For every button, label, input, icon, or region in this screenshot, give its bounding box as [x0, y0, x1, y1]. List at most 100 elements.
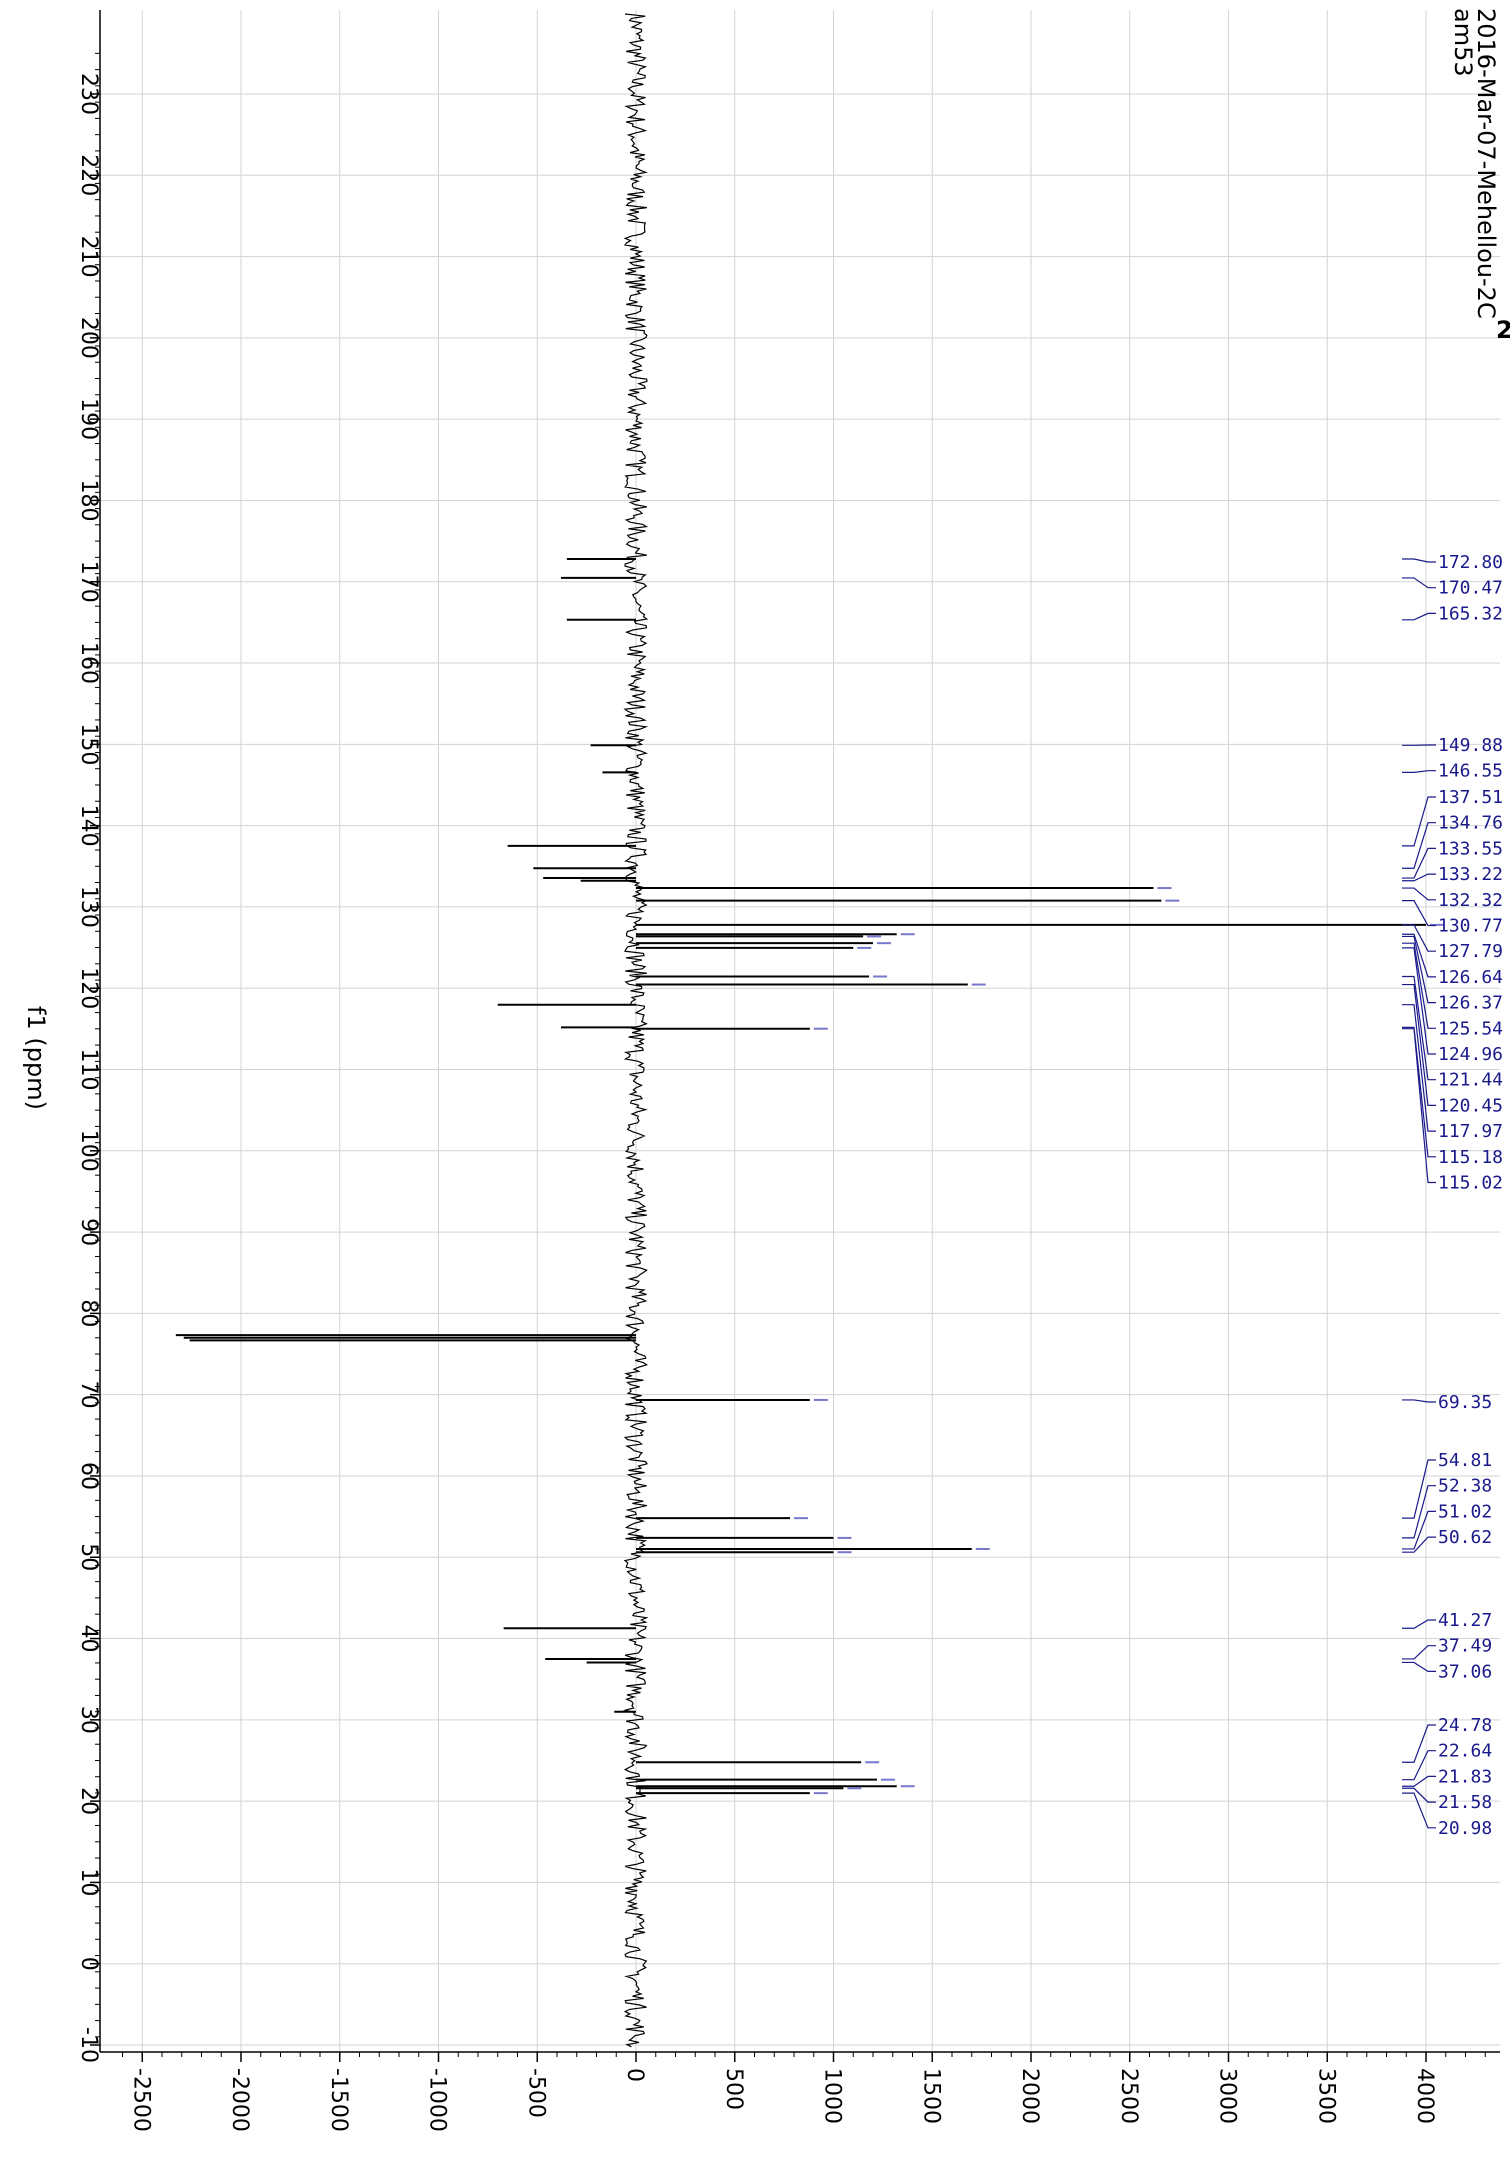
ppm-tick-label: 230 — [76, 73, 101, 115]
peak-label-leader — [1402, 873, 1436, 882]
peak-label-leader — [1402, 1004, 1436, 1132]
ppm-tick-label: 70 — [76, 1381, 101, 1409]
peak-label: 24.78 — [1438, 1715, 1492, 1736]
peak-label: 21.58 — [1438, 1792, 1492, 1813]
ppm-tick-label: 80 — [76, 1299, 101, 1327]
ppm-tick-label: 140 — [76, 805, 101, 847]
peak-label: 121.44 — [1438, 1070, 1503, 1091]
intensity-tick-label: 2000 — [1017, 2068, 1042, 2124]
peak-label-leader — [1402, 1399, 1436, 1403]
intensity-tick-label: 500 — [721, 2068, 746, 2110]
peak-label-leader — [1402, 924, 1436, 952]
intensity-tick-label: 2500 — [1116, 2068, 1141, 2124]
peak-label: 54.81 — [1438, 1450, 1492, 1471]
peak-label-leader — [1402, 612, 1436, 621]
peak-label-leader — [1402, 847, 1436, 879]
peak-label: 115.18 — [1438, 1147, 1503, 1168]
peak-label: 127.79 — [1438, 941, 1503, 962]
baseline-noise — [622, 13, 649, 2048]
x-axis-title: f1 (ppm) — [22, 1006, 50, 1110]
intensity-tick-label: 1500 — [918, 2068, 943, 2124]
peak-label-leader — [1402, 933, 1436, 978]
ppm-tick-label: 60 — [76, 1462, 101, 1490]
peak-label-leader — [1402, 975, 1436, 1081]
peak-label: 134.76 — [1438, 813, 1503, 834]
peak-label-leader — [1402, 1459, 1436, 1519]
peak-label-leader — [1402, 770, 1436, 773]
header-line-2: am53 — [1449, 8, 1477, 77]
intensity-tick-label: -500 — [523, 2068, 548, 2118]
edge-mark: 2 — [1496, 316, 1510, 344]
peak-label-leader — [1402, 1661, 1436, 1672]
peak-label: 21.83 — [1438, 1766, 1492, 1787]
ppm-tick-label: 90 — [76, 1218, 101, 1246]
peak-label: 172.80 — [1438, 552, 1503, 573]
peak-label: 69.35 — [1438, 1392, 1492, 1413]
peak-label: 22.64 — [1438, 1741, 1492, 1762]
peak-label: 20.98 — [1438, 1818, 1492, 1839]
ppm-tick-label: 180 — [76, 479, 101, 521]
intensity-tick-label: 1000 — [820, 2068, 845, 2124]
peak-label: 137.51 — [1438, 787, 1503, 808]
intensity-tick-label: 3000 — [1215, 2068, 1240, 2124]
peak-label: 133.22 — [1438, 864, 1503, 885]
ppm-tick-label: 170 — [76, 561, 101, 603]
ppm-tick-label: 10 — [76, 1868, 101, 1896]
intensity-tick-label: -1000 — [425, 2068, 450, 2132]
peak-label-leader — [1402, 1645, 1436, 1660]
ppm-tick-label: 210 — [76, 236, 101, 278]
peak-label: 41.27 — [1438, 1610, 1492, 1631]
peak-label-leader — [1402, 577, 1436, 589]
intensity-tick-label: 4000 — [1412, 2068, 1437, 2124]
peak-label: 132.32 — [1438, 890, 1503, 911]
peak-label: 51.02 — [1438, 1501, 1492, 1522]
peak-label-leader — [1402, 796, 1436, 847]
peak-label-leader — [1402, 1536, 1436, 1553]
ppm-tick-label: 30 — [76, 1706, 101, 1734]
peak-label-leader — [1402, 1724, 1436, 1763]
intensity-tick-label: 3500 — [1313, 2068, 1338, 2124]
ppm-tick-label: -10 — [76, 2027, 101, 2063]
ppm-tick-label: 160 — [76, 642, 101, 684]
peak-label: 126.37 — [1438, 993, 1503, 1014]
peak-label: 170.47 — [1438, 578, 1503, 599]
ppm-tick-label: 220 — [76, 154, 101, 196]
intensity-tick-label: -1500 — [326, 2068, 351, 2132]
spectrum-trace — [622, 13, 649, 2048]
intensity-tick-label: -2500 — [128, 2068, 153, 2132]
peak-label: 117.97 — [1438, 1121, 1503, 1142]
peak-label-leader — [1402, 935, 1436, 1004]
peak-label-leader — [1402, 947, 1436, 1055]
ppm-tick-label: 20 — [76, 1787, 101, 1815]
intensity-tick-label: -2000 — [227, 2068, 252, 2132]
peak-label: 124.96 — [1438, 1044, 1503, 1065]
peak-label-leader — [1402, 1792, 1436, 1829]
axis-ticks: 2302202102001901801701601501401301201101… — [76, 52, 1486, 2132]
peak-label: 37.06 — [1438, 1661, 1492, 1682]
peak-label-leader — [1402, 558, 1436, 563]
peak-label-leader — [1402, 1750, 1436, 1781]
ppm-tick-label: 120 — [76, 967, 101, 1009]
peak-label-leader — [1402, 900, 1436, 927]
ppm-tick-label: 40 — [76, 1625, 101, 1653]
intensity-tick-label: 0 — [622, 2068, 647, 2082]
peak-label-leader — [1402, 942, 1436, 1029]
peak-label-leader — [1402, 1775, 1436, 1787]
peak-label-leader — [1402, 1028, 1436, 1184]
peak-label-leader — [1402, 887, 1436, 901]
peak-label: 133.55 — [1438, 838, 1503, 859]
spectrum-peaks — [175, 557, 1444, 1795]
peak-label: 165.32 — [1438, 603, 1503, 624]
peak-label-leader — [1402, 1619, 1436, 1629]
ppm-tick-label: 150 — [76, 723, 101, 765]
ppm-tick-label: 0 — [76, 1957, 101, 1971]
ppm-tick-label: 100 — [76, 1130, 101, 1172]
peak-label: 130.77 — [1438, 916, 1503, 937]
peak-label: 52.38 — [1438, 1476, 1492, 1497]
peak-label: 120.45 — [1438, 1095, 1503, 1116]
peak-label-leader — [1402, 1510, 1436, 1550]
ppm-tick-label: 130 — [76, 886, 101, 928]
plot-frame — [99, 10, 1500, 2053]
peak-label: 146.55 — [1438, 761, 1503, 782]
